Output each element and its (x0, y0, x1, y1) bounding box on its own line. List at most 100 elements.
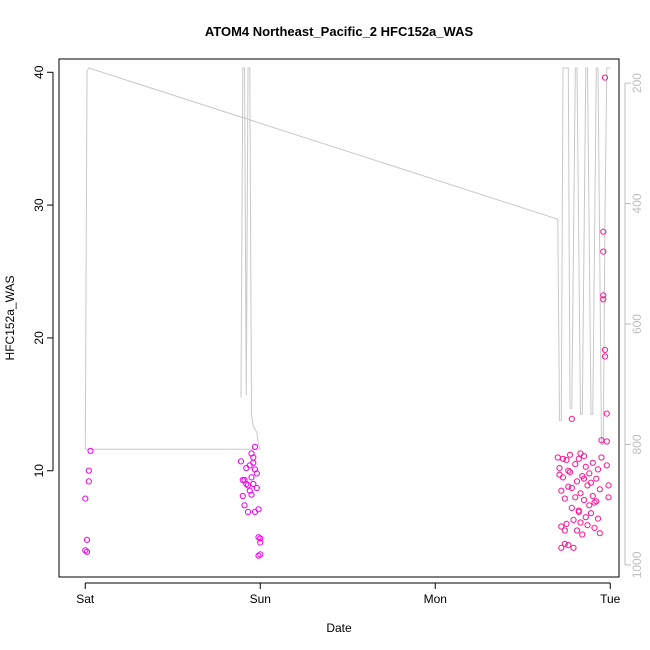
tue-point-57 (603, 438, 610, 445)
y-axis-right: 200 400 600 800 1000 (624, 73, 644, 578)
tue-point-51 (600, 292, 607, 299)
tue-point-53 (601, 353, 609, 360)
tue-point-9 (561, 527, 568, 534)
tue-point-32 (582, 463, 589, 470)
sun-point-21 (257, 551, 264, 558)
tue-point-49 (600, 228, 607, 235)
tue-point-7 (559, 474, 567, 481)
x-tick-label-0: Sat (76, 592, 95, 606)
tue-point-25 (577, 490, 584, 497)
tue-point-48 (598, 454, 605, 461)
y-axis-left: 10 20 30 40 (32, 65, 54, 478)
sun-point-19 (257, 539, 264, 546)
pressure-line-segment-0 (84, 67, 611, 450)
tue-point-14 (566, 451, 574, 458)
scatter-points-group (82, 74, 612, 559)
tue-point-62 (570, 544, 577, 551)
x-axis: Sat Sun Mon Tue (76, 582, 621, 606)
tue-point-64 (575, 508, 582, 515)
sun-point-22 (251, 508, 259, 515)
tue-point-54 (601, 346, 609, 353)
chart-title: ATOM4 Northeast_Pacific_2 HFC152a_WAS (205, 24, 474, 39)
tue-point-56 (603, 410, 610, 417)
x-tick-label-2: Mon (424, 592, 447, 606)
y2-tick-label-4: 1000 (630, 551, 644, 578)
tue-point-67 (580, 475, 588, 482)
pressure-line-segment-2 (240, 67, 261, 450)
sun-point-6 (244, 508, 252, 515)
sun-point-9 (248, 474, 255, 481)
tue-point-58 (603, 462, 610, 469)
x-tick-label-1: Sun (250, 592, 271, 606)
sun-point-15 (253, 484, 260, 492)
tue-point-12 (565, 542, 572, 549)
y-axis-label: HFC152a_WAS (3, 276, 17, 361)
tue-point-40 (591, 524, 598, 532)
y2-tick-label-2: 600 (630, 314, 644, 334)
tue-point-10 (563, 457, 570, 464)
sun-point-16 (253, 470, 260, 477)
sun-point-25 (248, 450, 255, 457)
tue-point-63 (565, 467, 572, 474)
tue-point-35 (586, 502, 593, 509)
tue-point-1 (556, 465, 563, 472)
sun-point-0 (237, 458, 245, 465)
sat-point-2 (83, 536, 91, 543)
sat-point-5 (85, 478, 92, 485)
tue-point-42 (593, 475, 600, 482)
tue-point-38 (589, 459, 596, 466)
tue-point-13 (565, 483, 572, 490)
tue-point-66 (593, 498, 600, 505)
tue-point-6 (559, 455, 567, 462)
tue-point-26 (577, 519, 584, 526)
tue-point-60 (605, 494, 612, 501)
y-tick-label-2: 30 (32, 198, 46, 212)
sat-point-6 (87, 447, 94, 454)
tue-point-18 (570, 516, 577, 524)
tue-point-37 (587, 510, 595, 517)
tue-point-17 (568, 504, 575, 511)
tue-point-44 (594, 466, 602, 473)
tue-point-11 (563, 520, 570, 528)
sun-point-24 (244, 482, 252, 489)
tue-point-34 (584, 522, 591, 529)
tue-point-31 (582, 514, 589, 521)
y-tick-label-1: 20 (32, 331, 46, 345)
tue-point-69 (577, 450, 584, 457)
tue-point-68 (568, 484, 575, 492)
tue-point-19 (572, 461, 579, 468)
tue-point-21 (573, 527, 581, 534)
y2-tick-label-1: 400 (630, 193, 644, 213)
sat-point-1 (83, 548, 91, 555)
sun-point-23 (241, 476, 248, 484)
tue-point-45 (596, 486, 603, 493)
x-tick-label-3: Tue (600, 592, 621, 606)
tue-point-3 (558, 487, 565, 494)
tue-point-43 (594, 515, 602, 522)
tue-point-22 (573, 478, 581, 485)
tue-point-27 (579, 531, 586, 538)
tue-point-24 (575, 455, 582, 462)
tue-point-15 (566, 469, 574, 476)
pressure-line-group (84, 67, 611, 450)
y-tick-label-3: 40 (32, 65, 46, 79)
y2-tick-label-3: 800 (630, 434, 644, 454)
sun-point-3 (241, 502, 248, 509)
sat-point-0 (82, 547, 89, 554)
y-tick-label-0: 10 (32, 464, 46, 478)
tue-point-36 (586, 470, 593, 477)
sun-point-26 (250, 459, 257, 466)
tue-point-61 (561, 540, 568, 547)
tue-point-4 (558, 523, 565, 530)
sun-point-1 (239, 476, 246, 484)
sun-point-10 (248, 491, 255, 498)
tue-point-46 (596, 530, 603, 537)
sun-point-7 (246, 487, 253, 494)
tue-point-52 (600, 296, 607, 303)
tue-point-16 (568, 415, 575, 422)
sun-point-2 (239, 492, 246, 500)
tue-point-65 (587, 479, 595, 486)
tue-point-5 (558, 544, 565, 551)
tue-point-30 (580, 496, 588, 504)
